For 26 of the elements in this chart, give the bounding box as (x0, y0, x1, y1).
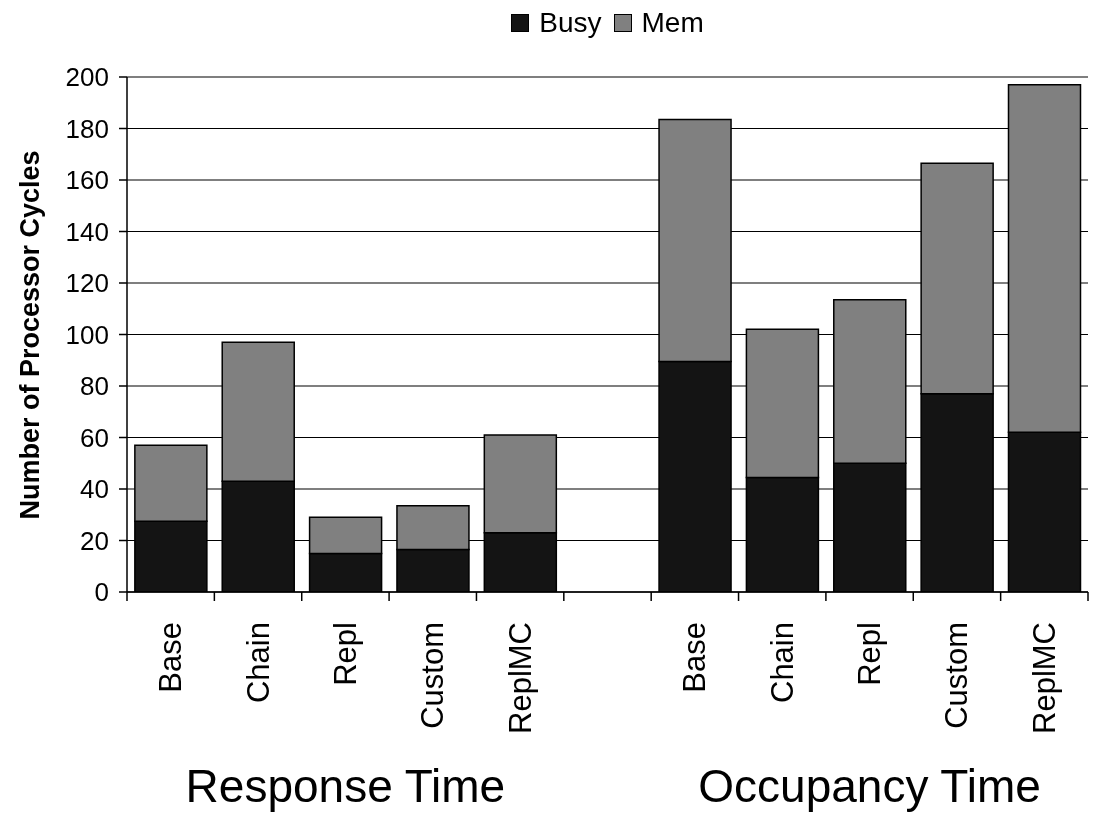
x-tick-label: ReplMC (502, 622, 538, 734)
y-tick-label: 40 (80, 474, 109, 505)
y-tick-label: 0 (94, 577, 109, 608)
y-tick-label: 160 (65, 165, 109, 196)
text: Occupancy Time (698, 760, 1041, 812)
x-tick-label: ReplMC (1026, 622, 1062, 734)
legend-label: Mem (641, 7, 704, 38)
x-tick-label: Base (153, 622, 189, 693)
x-tick-label: Custom (939, 622, 975, 729)
y-tick-label: 180 (65, 113, 109, 144)
text: Response Time (185, 760, 506, 812)
x-tick-label: Chain (240, 622, 276, 703)
y-axis-title: Number of Processor Cycles (15, 149, 45, 520)
x-tick-label: Repl (327, 622, 363, 686)
legend-label: Busy (539, 7, 602, 38)
y-tick-label: 80 (80, 371, 109, 402)
x-tick-label: Chain (764, 622, 800, 703)
x-tick-label: Custom (415, 622, 451, 729)
y-tick-label: 120 (65, 268, 109, 299)
y-tick-label: 100 (65, 319, 109, 350)
y-tick-label: 60 (80, 422, 109, 453)
x-tick-label: Base (677, 622, 713, 693)
y-tick-label: 20 (80, 525, 109, 556)
y-tick-label: 200 (65, 62, 109, 93)
x-tick-label: Repl (852, 622, 888, 686)
y-tick-label: 140 (65, 216, 109, 247)
